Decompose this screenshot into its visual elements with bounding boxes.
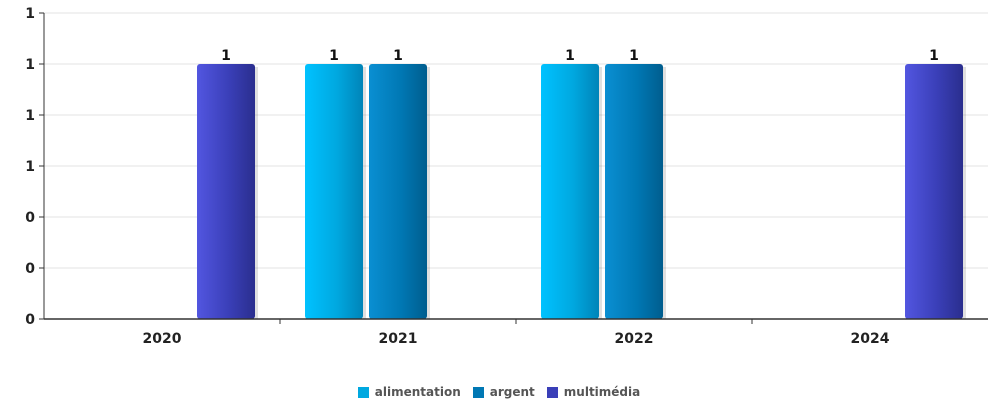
data-label: 1 bbox=[329, 48, 339, 64]
x-tick-label: 2024 bbox=[851, 331, 890, 347]
legend-item-argent[interactable]: argent bbox=[472, 385, 535, 399]
y-tick-label: 1 bbox=[25, 6, 35, 22]
data-label: 1 bbox=[629, 48, 639, 64]
y-tick-label: 1 bbox=[25, 159, 35, 175]
data-label: 1 bbox=[929, 48, 939, 64]
data-label: 1 bbox=[565, 48, 575, 64]
legend-label: multimédia bbox=[563, 385, 641, 399]
bar-argent-2021[interactable] bbox=[369, 64, 427, 319]
data-label: 1 bbox=[221, 48, 231, 64]
bar-shadow bbox=[255, 67, 258, 319]
bar-alimentation-2022[interactable] bbox=[541, 64, 599, 319]
bar-shadow bbox=[963, 67, 966, 319]
bar-multimédia-2024[interactable] bbox=[905, 64, 963, 319]
bars bbox=[197, 64, 966, 319]
axes: 0 0 0 1 1 1 1 2020 2021 2022 2024 bbox=[25, 6, 988, 347]
legend: alimentation argent multimédia bbox=[0, 385, 998, 399]
x-tick-label: 2021 bbox=[379, 331, 418, 347]
y-tick-label: 1 bbox=[25, 108, 35, 124]
bar-shadow bbox=[663, 67, 666, 319]
data-labels: 1 1 1 1 1 1 bbox=[221, 48, 939, 64]
legend-item-alimentation[interactable]: alimentation bbox=[357, 385, 461, 399]
bar-shadow bbox=[427, 67, 430, 319]
gridlines bbox=[44, 12, 988, 269]
legend-swatch bbox=[546, 386, 558, 398]
bar-alimentation-2021[interactable] bbox=[305, 64, 363, 319]
legend-swatch bbox=[357, 386, 369, 398]
x-tick-label: 2020 bbox=[143, 331, 182, 347]
y-tick-label: 1 bbox=[25, 57, 35, 73]
data-label: 1 bbox=[393, 48, 403, 64]
legend-label: argent bbox=[489, 385, 535, 399]
bar-shadow bbox=[599, 67, 602, 319]
y-tick-label: 0 bbox=[25, 261, 35, 277]
bar-multimédia-2020[interactable] bbox=[197, 64, 255, 319]
x-tick-label: 2022 bbox=[615, 331, 654, 347]
y-tick-label: 0 bbox=[25, 312, 35, 328]
legend-label: alimentation bbox=[374, 385, 461, 399]
legend-item-multimedia[interactable]: multimédia bbox=[546, 385, 641, 399]
bar-shadow bbox=[363, 67, 366, 319]
bar-argent-2022[interactable] bbox=[605, 64, 663, 319]
y-tick-label: 0 bbox=[25, 210, 35, 226]
legend-swatch bbox=[472, 386, 484, 398]
